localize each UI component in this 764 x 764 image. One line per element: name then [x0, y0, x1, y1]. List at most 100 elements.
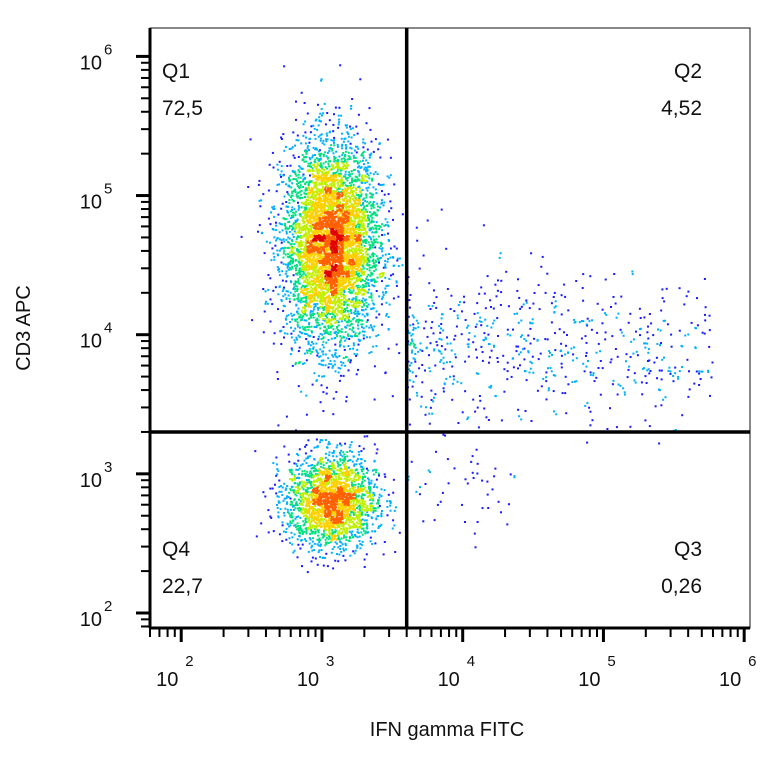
event-dot [307, 456, 309, 459]
event-dot [367, 477, 369, 480]
event-dot [334, 310, 337, 312]
event-dot [502, 354, 505, 357]
event-dot [599, 360, 602, 362]
event-dot [356, 176, 359, 179]
event-dot [332, 531, 335, 534]
event-dot [294, 341, 297, 344]
event-dot [352, 550, 355, 553]
event-dot [316, 294, 319, 297]
event-dot [307, 305, 310, 308]
event-dot [327, 184, 330, 187]
event-dot [708, 329, 711, 332]
event-dot [431, 412, 434, 415]
event-dot [275, 224, 278, 227]
event-dot [346, 475, 349, 478]
event-dot [634, 381, 637, 384]
event-dot [324, 292, 327, 295]
event-dot [322, 329, 325, 332]
event-dot [313, 466, 315, 469]
event-dot [347, 539, 350, 542]
event-dot [336, 202, 339, 205]
event-dot [321, 114, 323, 117]
event-dot [361, 313, 364, 316]
event-dot [696, 324, 699, 327]
event-dot [328, 451, 331, 454]
event-dot [309, 294, 312, 297]
event-dot [358, 501, 361, 504]
event-dot [303, 481, 306, 484]
event-dot [550, 302, 553, 305]
event-dot [276, 183, 279, 186]
event-dot [288, 148, 291, 150]
event-dot [620, 295, 623, 298]
event-dot [299, 253, 302, 256]
event-dot [412, 357, 415, 360]
event-dot [292, 200, 295, 202]
event-dot [360, 261, 363, 264]
event-dot [359, 301, 362, 304]
event-dot [352, 253, 355, 256]
event-dot [372, 206, 375, 209]
event-dot [314, 186, 317, 189]
event-dot [363, 293, 366, 296]
event-dot [364, 142, 367, 145]
event-dot [313, 446, 316, 449]
event-dot [303, 319, 306, 322]
event-dot [306, 481, 309, 484]
event-dot [314, 557, 317, 560]
event-dot [408, 423, 411, 426]
event-dot [361, 480, 364, 483]
event-dot [305, 498, 308, 501]
event-dot [409, 324, 412, 327]
event-dot [291, 198, 294, 201]
event-dot [362, 222, 365, 225]
event-dot [334, 530, 337, 533]
event-dot [276, 473, 279, 476]
event-dot [356, 546, 359, 549]
event-dot [336, 314, 339, 317]
event-dot [466, 326, 469, 329]
event-dot [322, 281, 325, 283]
event-dot [383, 201, 386, 204]
event-dot [585, 351, 588, 354]
event-dot [296, 465, 299, 467]
event-dot [368, 156, 371, 159]
event-dot [318, 168, 321, 171]
event-dot [354, 335, 357, 338]
event-dot [364, 240, 367, 243]
event-dot [321, 474, 324, 477]
event-dot [367, 508, 370, 511]
event-dot [371, 226, 374, 229]
event-dot [484, 318, 487, 321]
event-dot [382, 553, 385, 556]
event-dot [344, 314, 347, 317]
event-dot [580, 337, 583, 340]
event-dot [375, 345, 378, 348]
event-dot [317, 469, 320, 472]
event-dot [360, 193, 363, 196]
event-dot [273, 208, 276, 210]
event-dot [352, 455, 355, 458]
event-dot [354, 299, 357, 302]
event-dot [348, 338, 351, 340]
event-dot [300, 231, 303, 234]
event-dot [312, 531, 315, 534]
event-dot [322, 188, 325, 191]
event-dot [283, 195, 286, 198]
event-dot [324, 318, 327, 321]
event-dot [301, 543, 304, 546]
event-dot [360, 271, 363, 274]
event-dot [567, 309, 570, 312]
event-dot [308, 273, 310, 276]
event-dot [324, 181, 326, 183]
event-dot [302, 300, 304, 303]
event-dot [307, 526, 310, 529]
event-dot [518, 353, 521, 356]
event-dot [496, 289, 499, 292]
event-dot [477, 426, 480, 429]
event-dot [343, 246, 346, 249]
event-dot [309, 482, 312, 485]
event-dot [272, 289, 275, 292]
event-dot [339, 293, 342, 296]
event-dot [503, 390, 506, 393]
